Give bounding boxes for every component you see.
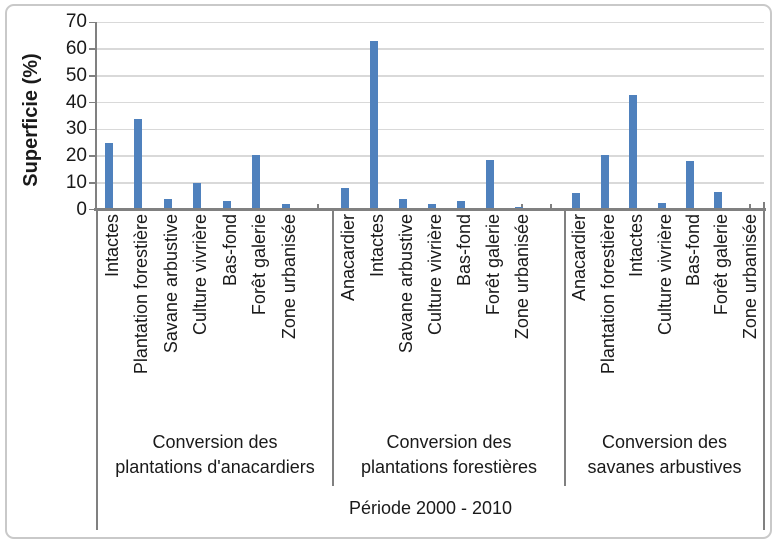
x-axis-endcap bbox=[762, 202, 766, 212]
category-label: Forêt galerie bbox=[249, 214, 270, 316]
y-axis-tick bbox=[89, 48, 96, 50]
bar bbox=[369, 41, 378, 210]
category-tick bbox=[317, 204, 320, 210]
group-title-line: savanes arbustives bbox=[587, 457, 742, 477]
bar bbox=[252, 154, 261, 210]
y-axis-tick bbox=[89, 128, 96, 131]
category-label: Bas-fond bbox=[453, 214, 474, 287]
category-label: Plantation forestière bbox=[597, 214, 618, 375]
y-tick-label: 60 bbox=[65, 38, 87, 60]
y-axis-tick bbox=[89, 101, 96, 104]
bar bbox=[456, 201, 465, 210]
category-tick bbox=[520, 204, 523, 210]
gridline bbox=[97, 21, 764, 24]
category-label: Intactes bbox=[626, 214, 647, 278]
bar bbox=[485, 160, 494, 210]
bar bbox=[222, 201, 231, 210]
y-tick-label: 70 bbox=[65, 11, 87, 33]
category-tick bbox=[748, 204, 751, 210]
category-label: Zone urbanisée bbox=[739, 214, 760, 340]
y-tick-label: 10 bbox=[65, 171, 87, 193]
gridline bbox=[97, 75, 764, 77]
bar bbox=[657, 202, 666, 210]
group-divider bbox=[564, 210, 566, 486]
x-axis-period-label: Période 2000 - 2010 bbox=[348, 498, 513, 518]
gridline bbox=[97, 182, 764, 184]
gridline bbox=[97, 48, 764, 50]
category-label: Culture vivrière bbox=[190, 214, 211, 336]
bar bbox=[193, 182, 202, 210]
y-axis-tick bbox=[89, 21, 96, 24]
group-title-line: Conversion des bbox=[152, 432, 278, 452]
y-tick-label: 20 bbox=[65, 145, 87, 166]
category-label: Savane arbustive bbox=[395, 214, 416, 354]
bar bbox=[600, 154, 609, 210]
category-label: Forêt galerie bbox=[711, 214, 732, 316]
bar bbox=[340, 188, 349, 210]
bar bbox=[104, 142, 113, 210]
y-tick-label: 0 bbox=[76, 198, 87, 220]
category-label: Bas-fond bbox=[219, 214, 240, 287]
category-label: Zone urbanisée bbox=[511, 214, 532, 340]
y-tick-label: 30 bbox=[65, 118, 87, 140]
bar bbox=[134, 118, 143, 210]
x-axis-line bbox=[94, 208, 766, 211]
bar bbox=[163, 198, 172, 210]
figure-border bbox=[5, 4, 772, 539]
category-label: Plantation forestière bbox=[131, 214, 152, 375]
category-label: Anacardier bbox=[569, 214, 590, 302]
y-axis-tick bbox=[89, 182, 96, 184]
category-label: Bas-fond bbox=[682, 214, 703, 287]
group-title-line: Conversion des bbox=[386, 432, 512, 452]
category-label: Forêt galerie bbox=[482, 214, 503, 316]
bar bbox=[629, 94, 638, 210]
group-divider bbox=[332, 210, 334, 486]
y-axis-tick bbox=[89, 208, 96, 211]
group-title-line: Conversion des bbox=[601, 432, 728, 452]
category-label: Anacardier bbox=[337, 214, 358, 302]
label-zone-border bbox=[96, 210, 98, 530]
y-tick-label: 40 bbox=[65, 91, 87, 113]
gridline bbox=[97, 101, 764, 104]
group-title: Conversion des plantations forestières bbox=[335, 430, 563, 480]
group-title-line: plantations d'anacardiers bbox=[115, 457, 315, 477]
y-axis-tick bbox=[89, 75, 96, 77]
category-label: Culture vivrière bbox=[424, 214, 445, 336]
category-tick bbox=[549, 204, 552, 210]
label-zone-border bbox=[763, 210, 765, 530]
category-label: Intactes bbox=[101, 214, 122, 278]
gridline bbox=[97, 128, 764, 131]
bar bbox=[572, 193, 581, 210]
group-title: Conversion des plantations d'anacardiers bbox=[99, 430, 331, 480]
bar bbox=[398, 198, 407, 210]
category-label: Savane arbustive bbox=[160, 214, 181, 354]
y-axis-line bbox=[95, 22, 98, 210]
category-label: Culture vivrière bbox=[654, 214, 675, 336]
category-label: Zone urbanisée bbox=[278, 214, 299, 340]
bar bbox=[281, 204, 290, 210]
group-title: Conversion des savanes arbustives bbox=[567, 430, 762, 480]
bar bbox=[714, 192, 723, 210]
bar bbox=[514, 206, 523, 210]
gridline bbox=[97, 155, 764, 157]
y-tick-label: 50 bbox=[65, 64, 87, 86]
group-title-line: plantations forestières bbox=[360, 457, 538, 477]
bar bbox=[427, 204, 436, 210]
y-axis-tick bbox=[89, 155, 96, 157]
category-label: Intactes bbox=[366, 214, 387, 278]
bar bbox=[685, 161, 694, 210]
